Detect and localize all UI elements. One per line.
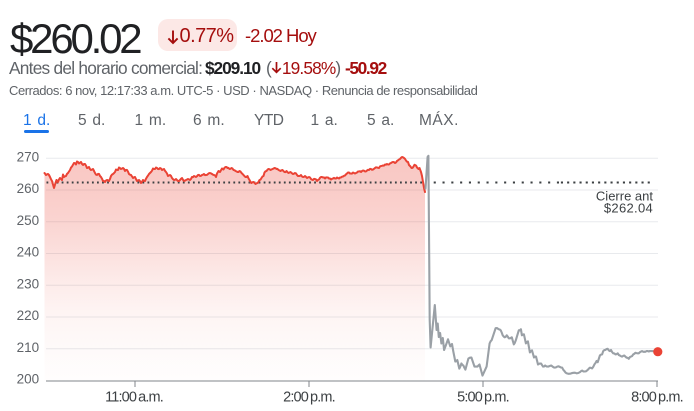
svg-text:240: 240 (17, 245, 40, 260)
svg-text:210: 210 (17, 340, 40, 355)
svg-text:220: 220 (17, 308, 40, 323)
svg-text:230: 230 (17, 276, 40, 291)
svg-text:5:00 p.m.: 5:00 p.m. (457, 389, 509, 405)
svg-text:250: 250 (17, 213, 40, 228)
svg-text:$262.04: $262.04 (604, 201, 653, 216)
svg-text:Cierre ant: Cierre ant (596, 189, 653, 204)
svg-text:270: 270 (17, 149, 40, 164)
svg-text:2:00 p.m.: 2:00 p.m. (283, 389, 335, 405)
svg-text:8:00 p.m.: 8:00 p.m. (631, 389, 683, 405)
svg-text:260: 260 (17, 181, 40, 196)
svg-text:11:00 a.m.: 11:00 a.m. (105, 389, 163, 405)
svg-text:200: 200 (17, 372, 40, 387)
